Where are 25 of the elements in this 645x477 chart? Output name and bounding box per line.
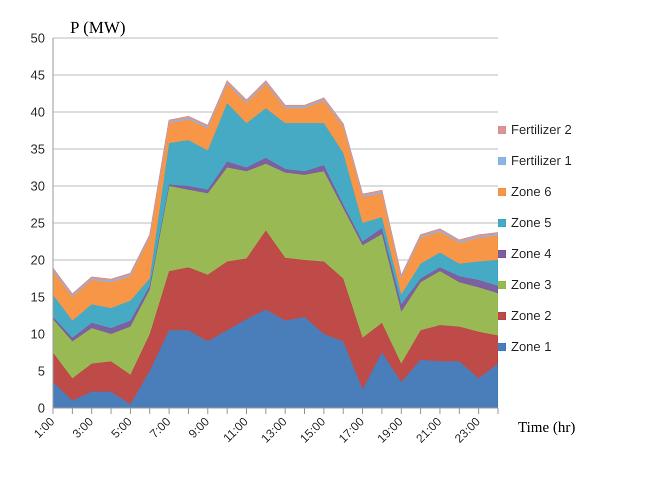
x-axis-title: Time (hr) [518, 420, 576, 437]
x-tick-label: 3:00 [70, 414, 96, 441]
legend-label: Fertilizer 2 [511, 122, 572, 137]
x-tick-label: 5:00 [108, 414, 135, 441]
legend-label: Zone 5 [511, 215, 552, 230]
y-tick-label: 40 [30, 104, 45, 120]
y-tick-label: 45 [30, 68, 45, 83]
y-axis-title: P (MW) [70, 18, 126, 38]
y-tick-label: 10 [30, 326, 45, 342]
x-tick-label: 9:00 [186, 414, 212, 441]
y-tick-label: 20 [30, 252, 45, 268]
y-tick-label: 35 [30, 142, 45, 157]
y-tick-label: 50 [30, 30, 45, 46]
legend-label: Zone 4 [511, 246, 552, 261]
x-tick-label: 7:00 [147, 414, 174, 441]
legend-label: Zone 3 [511, 277, 552, 292]
legend-label: Zone 6 [511, 184, 552, 199]
legend-label: Zone 2 [511, 308, 552, 323]
y-tick-label: 0 [38, 400, 45, 416]
y-tick-label: 5 [38, 364, 45, 379]
y-tick-label: 30 [30, 178, 45, 194]
y-tick-label: 15 [30, 290, 45, 305]
legend-label: Fertilizer 1 [511, 153, 572, 168]
legend-label: Zone 1 [511, 339, 552, 354]
y-tick-label: 25 [30, 216, 45, 231]
